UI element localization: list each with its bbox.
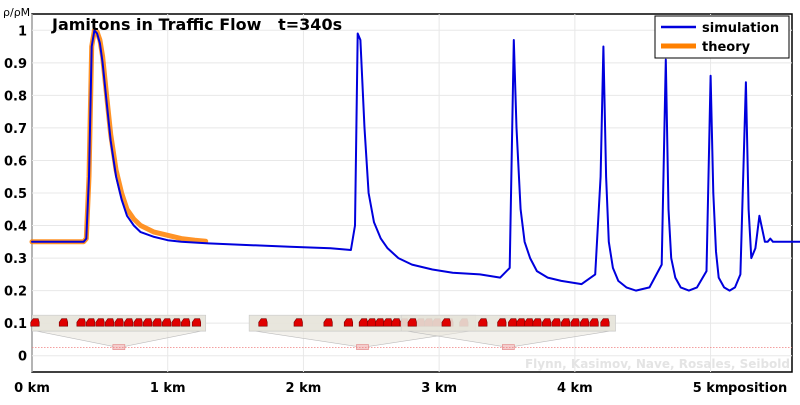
- y-tick-label-0: 0: [18, 350, 27, 365]
- y-tick-label-3: 0.3: [4, 252, 27, 267]
- y-tick-label-6: 0.6: [4, 154, 27, 169]
- road-strip-0: [30, 314, 207, 350]
- tick-labels: 0 0.1 0.2 0.3 0.4 0.5 0.6 0.7 0.8 0.9 1 0 km 1 km 2 k…: [4, 24, 728, 396]
- series-line-simulation: [31, 29, 800, 292]
- car-2-8: [542, 318, 552, 327]
- car-0-9: [143, 318, 153, 327]
- car-0-6: [114, 318, 124, 327]
- y-tick-label-9: 0.9: [4, 57, 27, 72]
- car-2-7: [532, 318, 542, 327]
- car-1-3: [343, 318, 354, 327]
- y-tick-label-7: 0.7: [4, 122, 27, 137]
- car-0-5: [105, 318, 115, 327]
- car-0-1: [58, 318, 69, 327]
- series-lines: [29, 27, 800, 292]
- car-2-13: [589, 318, 599, 327]
- car-2-12: [580, 318, 590, 327]
- car-0-7: [124, 318, 134, 327]
- car-2-14: [600, 318, 610, 327]
- legend-theory-label: theory: [702, 40, 751, 55]
- attribution: Flynn, Kasimov, Nave, Rosales, Seibold: [525, 357, 790, 371]
- legend: simulation theory: [654, 15, 790, 59]
- legend-box: [654, 15, 790, 59]
- car-0-13: [181, 318, 191, 327]
- road-strips: [30, 314, 792, 350]
- car-2-11: [570, 318, 580, 327]
- x-tick-label-1: 1 km: [150, 381, 186, 396]
- car-2-1: [441, 318, 451, 327]
- x-tick-label-2: 2 km: [286, 381, 322, 396]
- x-tick-label-4: 4 km: [557, 381, 593, 396]
- car-0-4: [95, 318, 105, 327]
- car-0-11: [162, 318, 172, 327]
- y-tick-label-8: 0.8: [4, 89, 27, 104]
- y-tick-label-5: 0.5: [4, 187, 27, 202]
- x-tick-label-0: 0 km: [14, 381, 50, 396]
- car-0-10: [152, 318, 162, 327]
- car-1-2: [323, 318, 333, 327]
- road-strip-2: [400, 314, 616, 350]
- y-axis-label: ρ/ρM: [3, 6, 30, 19]
- y-tick-label-4: 0.4: [4, 220, 27, 235]
- y-tick-label-2: 0.2: [4, 285, 27, 300]
- y-tick-label-10: 1: [18, 24, 27, 39]
- car-2-9: [551, 318, 561, 327]
- car-0-14: [191, 318, 202, 327]
- car-2-10: [561, 318, 571, 327]
- x-tick-label-3: 3 km: [421, 381, 457, 396]
- car-1-1: [293, 318, 303, 327]
- car-0-12: [171, 318, 181, 327]
- car-0-2: [76, 318, 86, 327]
- car-0-3: [86, 318, 96, 327]
- car-2-3: [497, 318, 507, 327]
- road-strip-marker-1: [356, 344, 369, 350]
- legend-simulation-label: simulation: [702, 21, 779, 36]
- car-1-0: [258, 318, 268, 327]
- road-strip-marker-2: [502, 344, 515, 350]
- chart-title: Jamitons in Traffic Flow t=340s: [51, 15, 342, 34]
- x-axis-label: position: [728, 381, 787, 396]
- y-tick-label-1: 0.1: [4, 317, 27, 332]
- car-0-8: [133, 318, 143, 327]
- car-2-0: [407, 318, 417, 327]
- car-2-2: [478, 318, 488, 327]
- car-0-0: [30, 318, 40, 327]
- road-strip-marker-0: [112, 344, 126, 350]
- x-tick-label-5: 5 km: [693, 381, 729, 396]
